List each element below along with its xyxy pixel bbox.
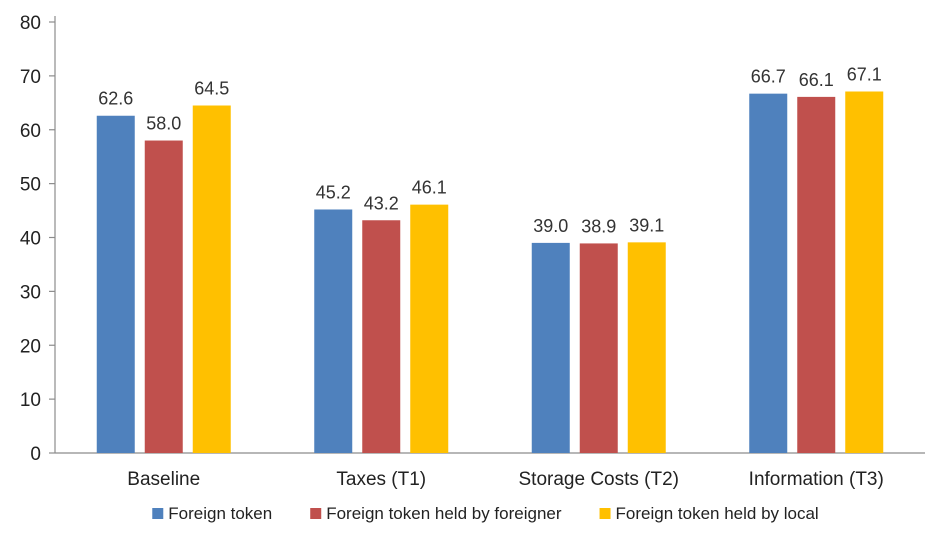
bar [749, 93, 788, 453]
y-tick-label: 10 [20, 390, 41, 411]
legend-swatch [152, 508, 164, 519]
data-label: 45.2 [316, 182, 351, 202]
y-tick-label: 50 [20, 175, 41, 196]
legend-label: Foreign token held by foreigner [326, 504, 562, 523]
data-label: 66.1 [799, 70, 834, 90]
bar [627, 242, 666, 453]
x-category-label: Information (T3) [749, 469, 884, 490]
y-tick-label: 0 [30, 444, 41, 465]
data-label: 38.9 [581, 216, 616, 236]
y-tick-label: 70 [20, 67, 41, 88]
data-label: 58.0 [146, 114, 181, 134]
y-tick-label: 60 [20, 121, 41, 142]
legend-label: Foreign token [168, 504, 272, 523]
bar [192, 105, 231, 453]
data-label: 46.1 [412, 178, 447, 198]
legend-label: Foreign token held by local [616, 504, 819, 523]
data-label: 67.1 [847, 64, 882, 84]
data-label: 66.7 [751, 67, 786, 87]
y-tick-label: 40 [20, 229, 41, 250]
legend-swatch [310, 508, 322, 519]
x-category-label: Baseline [127, 469, 200, 490]
y-tick-label: 30 [20, 282, 41, 303]
bar [410, 204, 449, 453]
data-label: 64.5 [194, 79, 229, 99]
bar [531, 242, 570, 453]
bar [362, 220, 401, 453]
y-tick-label: 80 [20, 13, 41, 34]
data-label: 62.6 [98, 89, 133, 109]
bar [845, 91, 884, 453]
bar [314, 209, 353, 453]
bar [579, 243, 618, 453]
x-category-label: Storage Costs (T2) [519, 469, 680, 490]
legend-swatch [599, 508, 611, 519]
x-category-label: Taxes (T1) [336, 469, 426, 490]
data-label: 39.1 [629, 215, 664, 235]
bar [96, 115, 135, 454]
bar [797, 96, 836, 453]
data-label: 39.0 [533, 216, 568, 236]
y-tick-label: 20 [20, 336, 41, 357]
bar [144, 140, 183, 453]
data-label: 43.2 [364, 193, 399, 213]
